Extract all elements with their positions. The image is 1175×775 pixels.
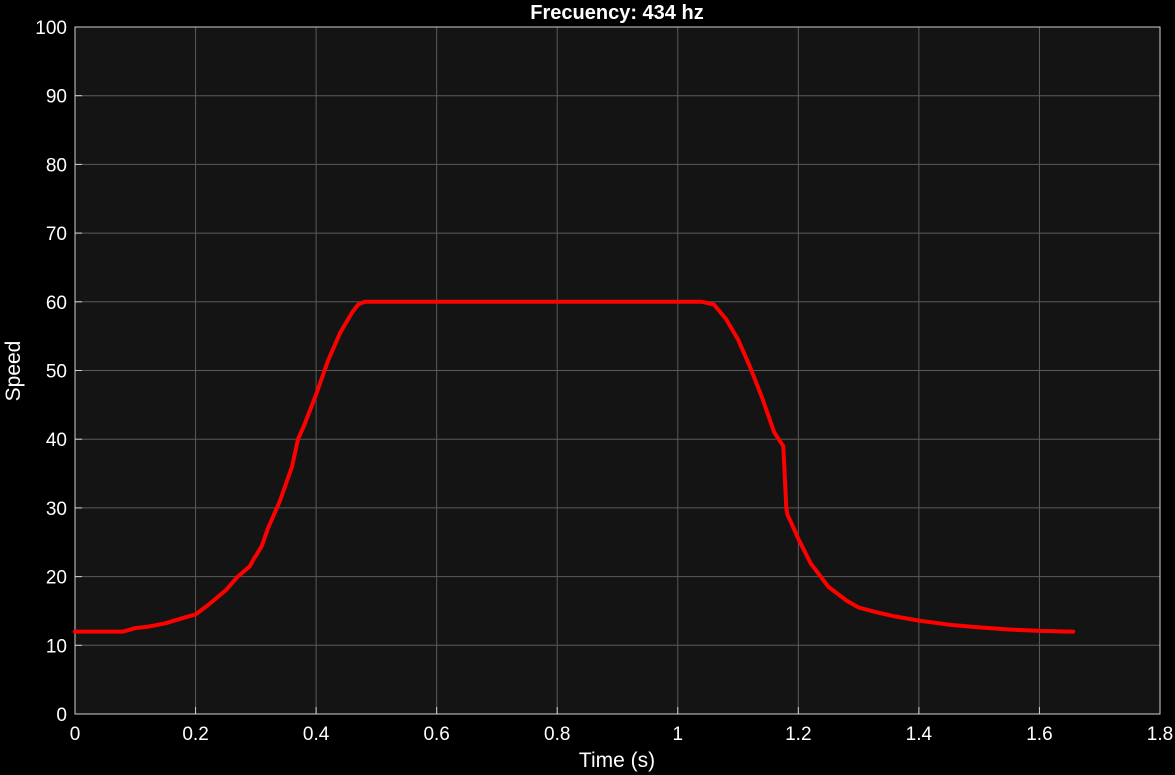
y-tick-label: 40 — [46, 430, 67, 451]
x-tick-label: 1.6 — [1026, 724, 1052, 745]
x-tick-label: 1.2 — [785, 724, 811, 745]
x-tick-label: 0.6 — [423, 724, 449, 745]
y-tick-label: 80 — [46, 155, 67, 176]
y-tick-label: 0 — [56, 705, 67, 726]
y-axis-label: Speed — [2, 341, 25, 402]
y-tick-label: 60 — [46, 293, 67, 314]
x-tick-label: 0.4 — [303, 724, 330, 745]
chart-title: Frecuency: 434 hz — [530, 2, 703, 24]
x-tick-label: 0.8 — [544, 724, 570, 745]
x-tick-label: 1.8 — [1147, 724, 1173, 745]
y-tick-label: 50 — [46, 362, 67, 383]
x-tick-label: 0 — [70, 724, 81, 745]
y-tick-label: 10 — [46, 636, 67, 657]
y-tick-label: 100 — [35, 18, 67, 39]
x-tick-label: 1 — [672, 724, 683, 745]
y-tick-label: 70 — [46, 224, 67, 245]
y-tick-label: 90 — [46, 87, 67, 108]
x-axis-label: Time (s) — [579, 749, 655, 772]
y-tick-label: 30 — [46, 499, 67, 520]
y-tick-label: 20 — [46, 568, 67, 589]
x-tick-label: 1.4 — [906, 724, 933, 745]
x-tick-label: 0.2 — [182, 724, 208, 745]
